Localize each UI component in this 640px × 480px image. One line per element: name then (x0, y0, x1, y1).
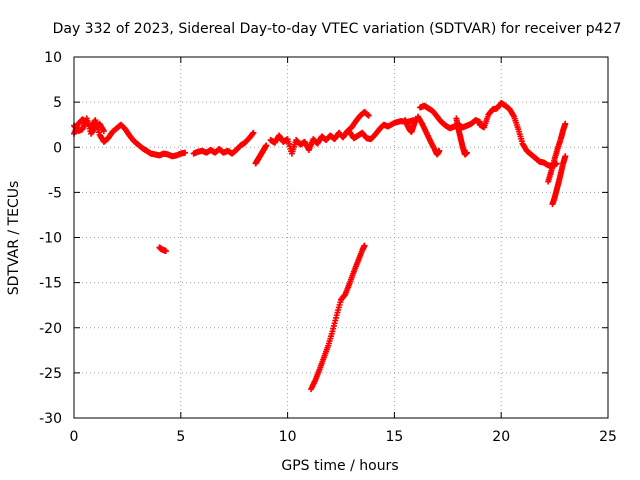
y-tick-labels: 10 5 0 -5 -10 -15 -20 -25 -30 (39, 50, 62, 427)
x-tick-labels: 0 5 10 15 20 25 (70, 429, 617, 445)
y-tick-label: -20 (39, 321, 62, 337)
y-tick-label: 5 (53, 95, 62, 111)
series-main (71, 116, 189, 160)
gridlines (74, 57, 608, 418)
y-axis-label: SDTVAR / TECUs (6, 181, 22, 296)
y-tick-label: 10 (44, 50, 62, 66)
data-point (361, 242, 368, 249)
x-tick-label: 5 (176, 429, 185, 445)
data-point (162, 248, 169, 255)
series-rise-22 (545, 120, 569, 185)
series-segment-15-17 (402, 116, 419, 135)
y-tick-label: -15 (39, 276, 62, 292)
x-tick-label: 15 (385, 429, 403, 445)
data-points (71, 100, 569, 393)
series-dip-18 (453, 115, 471, 158)
x-axis-label: GPS time / hours (281, 458, 398, 474)
y-tick-label: 0 (53, 140, 62, 156)
data-point (250, 129, 257, 136)
x-tick-label: 20 (492, 429, 510, 445)
y-tick-label: -5 (48, 185, 62, 201)
plot-frame (73, 56, 609, 419)
series-main-b (71, 115, 107, 137)
series-dip-16 (414, 113, 443, 158)
series-segment-16-19 (417, 102, 483, 132)
data-point (464, 149, 471, 156)
series-segment-9-14 (267, 109, 372, 157)
series-isolated-4 (156, 244, 169, 255)
data-point (365, 112, 372, 119)
series-deep-track (308, 242, 368, 393)
data-point (436, 147, 443, 154)
x-tick-label: 0 (70, 429, 79, 445)
data-point (100, 128, 107, 135)
data-point (182, 149, 189, 156)
chart-title: Day 332 of 2023, Sidereal Day-to-day VTE… (53, 21, 622, 37)
y-tick-label: -30 (39, 411, 62, 427)
y-tick-label: -10 (39, 231, 62, 247)
data-point (562, 120, 569, 127)
series-drop-22 (549, 153, 569, 208)
data-point (562, 153, 569, 160)
y-tick-label: -25 (39, 366, 62, 382)
series-segment-8-10 (252, 142, 270, 167)
series-segment-5-9 (190, 129, 257, 157)
x-tick-label: 10 (279, 429, 297, 445)
series-segment-19-21 (476, 100, 560, 170)
data-point (263, 142, 270, 149)
x-tick-label: 25 (599, 429, 617, 445)
